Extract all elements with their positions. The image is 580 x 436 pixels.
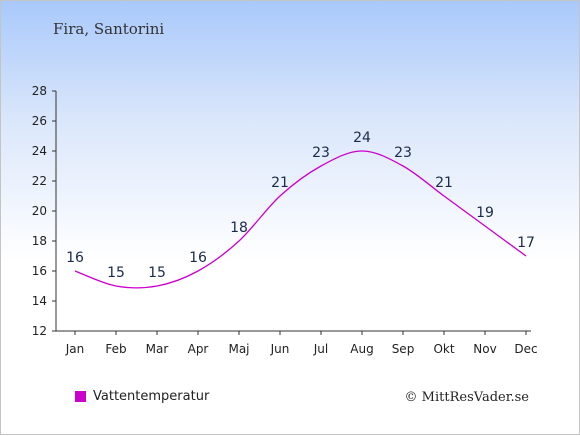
series-line [74,150,527,289]
data-point [115,285,117,287]
y-tick-label: 16 [32,264,47,278]
y-tick-label: 14 [32,294,47,308]
data-point [197,270,199,272]
location-title: Fira, Santorini [53,20,165,38]
data-point [402,165,404,167]
data-point [320,165,322,167]
data-label: 18 [230,220,248,236]
data-label: 24 [353,130,371,146]
data-point [238,240,240,242]
y-tick-label: 12 [32,324,47,338]
data-label: 17 [517,235,535,251]
data-label: 15 [107,265,125,281]
x-tick-label: Aug [350,342,373,356]
data-label: 21 [435,175,453,191]
x-tick-label: Apr [188,342,209,356]
y-tick-label: 24 [32,144,47,158]
x-tick-label: Feb [105,342,126,356]
data-point [443,195,445,197]
copyright-link[interactable]: © MittResVader.se [404,390,529,405]
y-tick-label: 28 [32,84,47,98]
data-point [279,195,281,197]
x-tick-label: Jun [270,342,290,356]
y-tick-label: 20 [32,204,47,218]
data-point [74,270,76,272]
data-label: 16 [66,250,84,266]
y-tick-label: 22 [32,174,47,188]
y-tick-label: 18 [32,234,47,248]
legend: Vattentemperatur [75,389,209,404]
data-label: 23 [394,145,412,161]
data-point [156,285,158,287]
x-tick-label: Mar [146,342,169,356]
x-tick-label: Jul [313,342,328,356]
data-point [361,150,363,152]
x-tick-label: Nov [473,342,496,356]
y-tick-label: 26 [32,114,47,128]
x-tick-label: Sep [392,342,415,356]
x-tick-label: Jan [65,342,85,356]
x-tick-label: Okt [433,342,454,356]
x-tick-label: Dec [514,342,537,356]
data-label: 15 [148,265,166,281]
data-point [484,225,486,227]
legend-swatch [75,391,86,402]
data-label: 16 [189,250,207,266]
data-label: 21 [271,175,289,191]
legend-label: Vattentemperatur [93,389,210,404]
x-tick-label: Maj [228,342,249,356]
data-point [525,255,527,257]
data-label: 19 [476,205,494,221]
data-label: 23 [312,145,330,161]
